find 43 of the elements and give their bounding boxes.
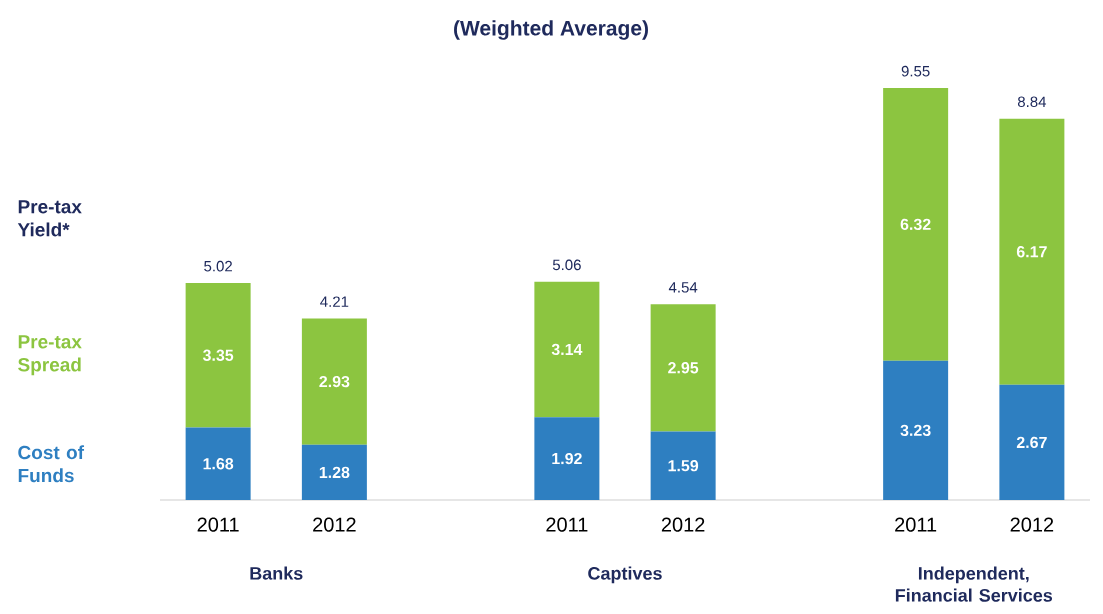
x-tick-label: 2012 bbox=[1010, 517, 1054, 532]
total-label: 5.06 bbox=[552, 259, 581, 271]
text: Pre-tax Spread bbox=[18, 335, 82, 376]
x-tick-label: 2012 bbox=[661, 517, 705, 532]
data-label: 6.32 bbox=[900, 218, 931, 231]
bar bbox=[185, 427, 251, 500]
data-label: 1.28 bbox=[319, 466, 350, 479]
text: Banks bbox=[250, 566, 303, 580]
bar bbox=[650, 304, 716, 432]
bar bbox=[185, 283, 251, 428]
total-label: 5.02 bbox=[204, 260, 232, 272]
data-label: 2.93 bbox=[319, 375, 350, 388]
data-label: 1.68 bbox=[203, 458, 234, 470]
data-label: 3.23 bbox=[900, 424, 931, 437]
data-label: 2.67 bbox=[1016, 436, 1047, 449]
data-label: 6.17 bbox=[1016, 246, 1047, 258]
data-label: 3.14 bbox=[551, 343, 583, 356]
bar bbox=[650, 431, 716, 500]
bar bbox=[534, 417, 600, 500]
total-label: 4.54 bbox=[668, 282, 698, 293]
text: Cost of Funds bbox=[18, 445, 85, 483]
chart-title: (Weighted Average) bbox=[454, 20, 648, 40]
bar bbox=[534, 281, 600, 418]
text: Pre-tax Yield* bbox=[17, 200, 82, 237]
text: Independent, Financial Services bbox=[895, 566, 1053, 602]
bar bbox=[999, 384, 1065, 500]
data-label: 3.35 bbox=[202, 349, 234, 361]
bar bbox=[883, 88, 949, 361]
bar bbox=[883, 360, 949, 500]
total-label: 8.84 bbox=[1017, 96, 1047, 108]
x-tick-label: 2011 bbox=[546, 517, 588, 532]
total-label: 4.21 bbox=[320, 296, 349, 307]
bar bbox=[301, 444, 367, 500]
bar bbox=[301, 318, 367, 445]
bar bbox=[999, 118, 1065, 385]
x-tick-label: 2012 bbox=[313, 517, 356, 532]
x-tick-label: 2011 bbox=[895, 517, 937, 532]
text: Captives bbox=[588, 566, 662, 584]
data-label: 1.59 bbox=[668, 460, 699, 472]
total-label: 9.55 bbox=[901, 65, 930, 77]
data-label: 2.95 bbox=[668, 362, 699, 374]
data-label: 1.92 bbox=[552, 452, 582, 465]
x-tick-label: 2011 bbox=[197, 517, 239, 532]
